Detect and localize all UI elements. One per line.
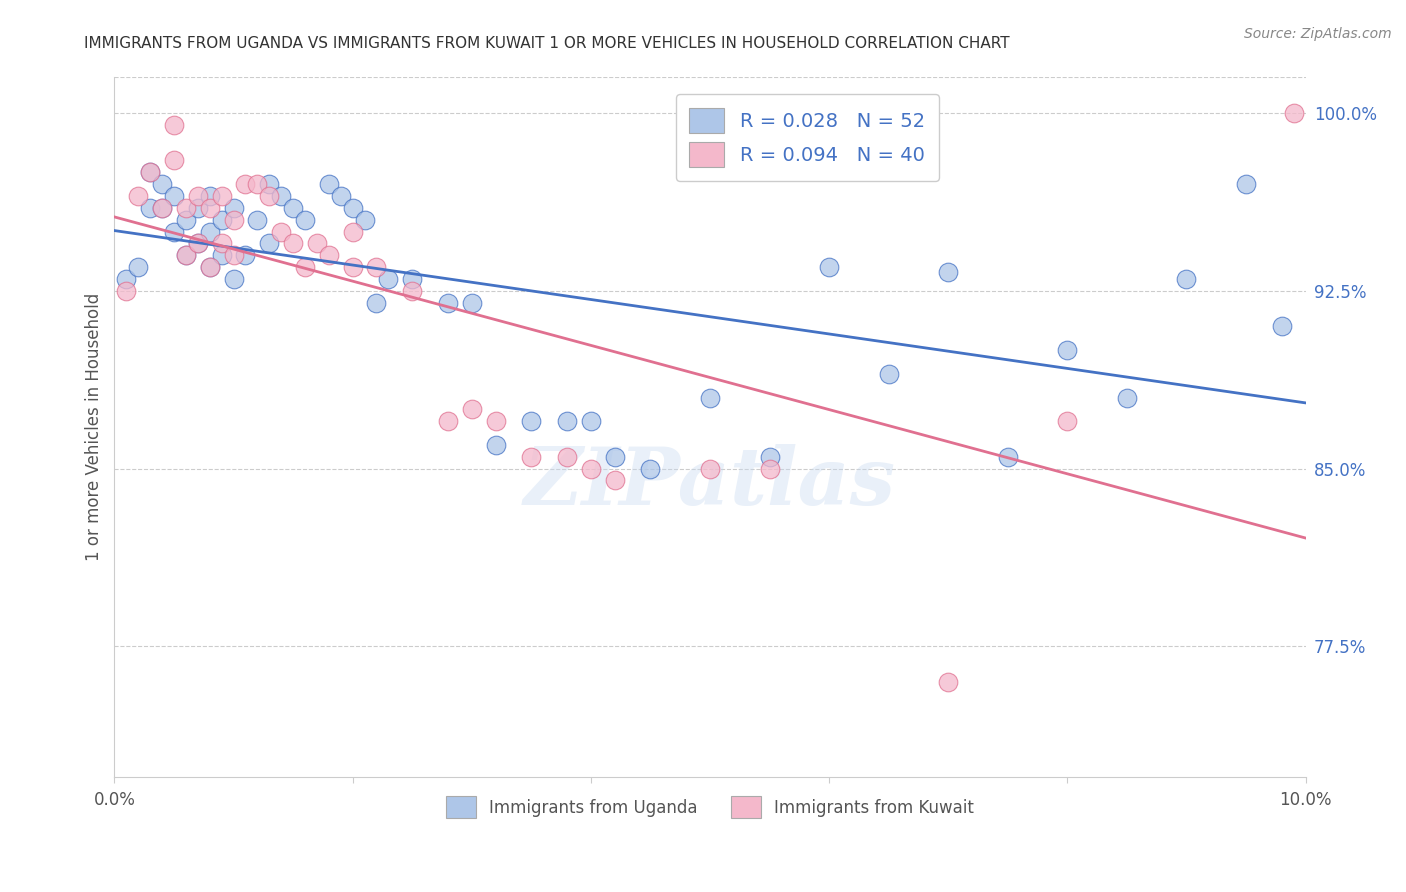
Point xyxy=(579,414,602,428)
Point xyxy=(699,391,721,405)
Point xyxy=(139,201,162,215)
Point xyxy=(222,201,245,215)
Point xyxy=(222,272,245,286)
Point xyxy=(127,189,149,203)
Point xyxy=(246,212,269,227)
Point xyxy=(342,225,364,239)
Text: Source: ZipAtlas.com: Source: ZipAtlas.com xyxy=(1244,27,1392,41)
Point xyxy=(294,212,316,227)
Point xyxy=(401,272,423,286)
Point xyxy=(461,295,484,310)
Point xyxy=(555,414,578,428)
Point xyxy=(163,225,186,239)
Point xyxy=(366,260,388,274)
Point xyxy=(235,177,257,191)
Point xyxy=(127,260,149,274)
Point xyxy=(211,236,233,251)
Point xyxy=(198,260,221,274)
Point xyxy=(997,450,1019,464)
Text: IMMIGRANTS FROM UGANDA VS IMMIGRANTS FROM KUWAIT 1 OR MORE VEHICLES IN HOUSEHOLD: IMMIGRANTS FROM UGANDA VS IMMIGRANTS FRO… xyxy=(84,36,1010,51)
Point xyxy=(174,248,197,262)
Point xyxy=(281,201,304,215)
Point xyxy=(222,212,245,227)
Point xyxy=(342,260,364,274)
Point xyxy=(174,201,197,215)
Point xyxy=(174,248,197,262)
Point xyxy=(305,236,328,251)
Text: ZIPatlas: ZIPatlas xyxy=(524,444,896,522)
Point xyxy=(235,248,257,262)
Point xyxy=(259,189,281,203)
Point xyxy=(163,118,186,132)
Point xyxy=(163,153,186,168)
Point xyxy=(603,450,626,464)
Point xyxy=(758,450,780,464)
Point xyxy=(270,225,292,239)
Point xyxy=(877,367,900,381)
Point xyxy=(270,189,292,203)
Point xyxy=(579,461,602,475)
Point xyxy=(187,236,209,251)
Point xyxy=(163,189,186,203)
Point xyxy=(520,450,543,464)
Point xyxy=(139,165,162,179)
Point xyxy=(1116,391,1139,405)
Point xyxy=(150,201,173,215)
Point xyxy=(198,260,221,274)
Point xyxy=(115,284,138,298)
Point xyxy=(1056,343,1078,357)
Point xyxy=(936,265,959,279)
Point xyxy=(1282,106,1305,120)
Point xyxy=(603,474,626,488)
Point xyxy=(401,284,423,298)
Y-axis label: 1 or more Vehicles in Household: 1 or more Vehicles in Household xyxy=(86,293,103,561)
Point xyxy=(150,177,173,191)
Point xyxy=(222,248,245,262)
Point xyxy=(1175,272,1198,286)
Point xyxy=(211,189,233,203)
Point xyxy=(281,236,304,251)
Point xyxy=(259,236,281,251)
Point xyxy=(150,201,173,215)
Point xyxy=(555,450,578,464)
Point xyxy=(484,438,506,452)
Legend: Immigrants from Uganda, Immigrants from Kuwait: Immigrants from Uganda, Immigrants from … xyxy=(439,789,981,824)
Point xyxy=(366,295,388,310)
Point xyxy=(294,260,316,274)
Point xyxy=(1056,414,1078,428)
Point xyxy=(1234,177,1257,191)
Point xyxy=(318,248,340,262)
Point xyxy=(342,201,364,215)
Point xyxy=(198,189,221,203)
Point xyxy=(484,414,506,428)
Point xyxy=(211,248,233,262)
Point xyxy=(818,260,841,274)
Point xyxy=(198,225,221,239)
Point xyxy=(187,189,209,203)
Point xyxy=(318,177,340,191)
Point xyxy=(139,165,162,179)
Point xyxy=(198,201,221,215)
Point xyxy=(187,236,209,251)
Point xyxy=(520,414,543,428)
Point xyxy=(353,212,375,227)
Point xyxy=(461,402,484,417)
Point xyxy=(437,295,460,310)
Point xyxy=(329,189,352,203)
Point xyxy=(187,201,209,215)
Point xyxy=(246,177,269,191)
Point xyxy=(936,675,959,690)
Point xyxy=(211,212,233,227)
Point xyxy=(174,212,197,227)
Point xyxy=(115,272,138,286)
Point xyxy=(259,177,281,191)
Point xyxy=(758,461,780,475)
Point xyxy=(437,414,460,428)
Point xyxy=(640,461,662,475)
Point xyxy=(1271,319,1294,334)
Point xyxy=(699,461,721,475)
Point xyxy=(377,272,399,286)
